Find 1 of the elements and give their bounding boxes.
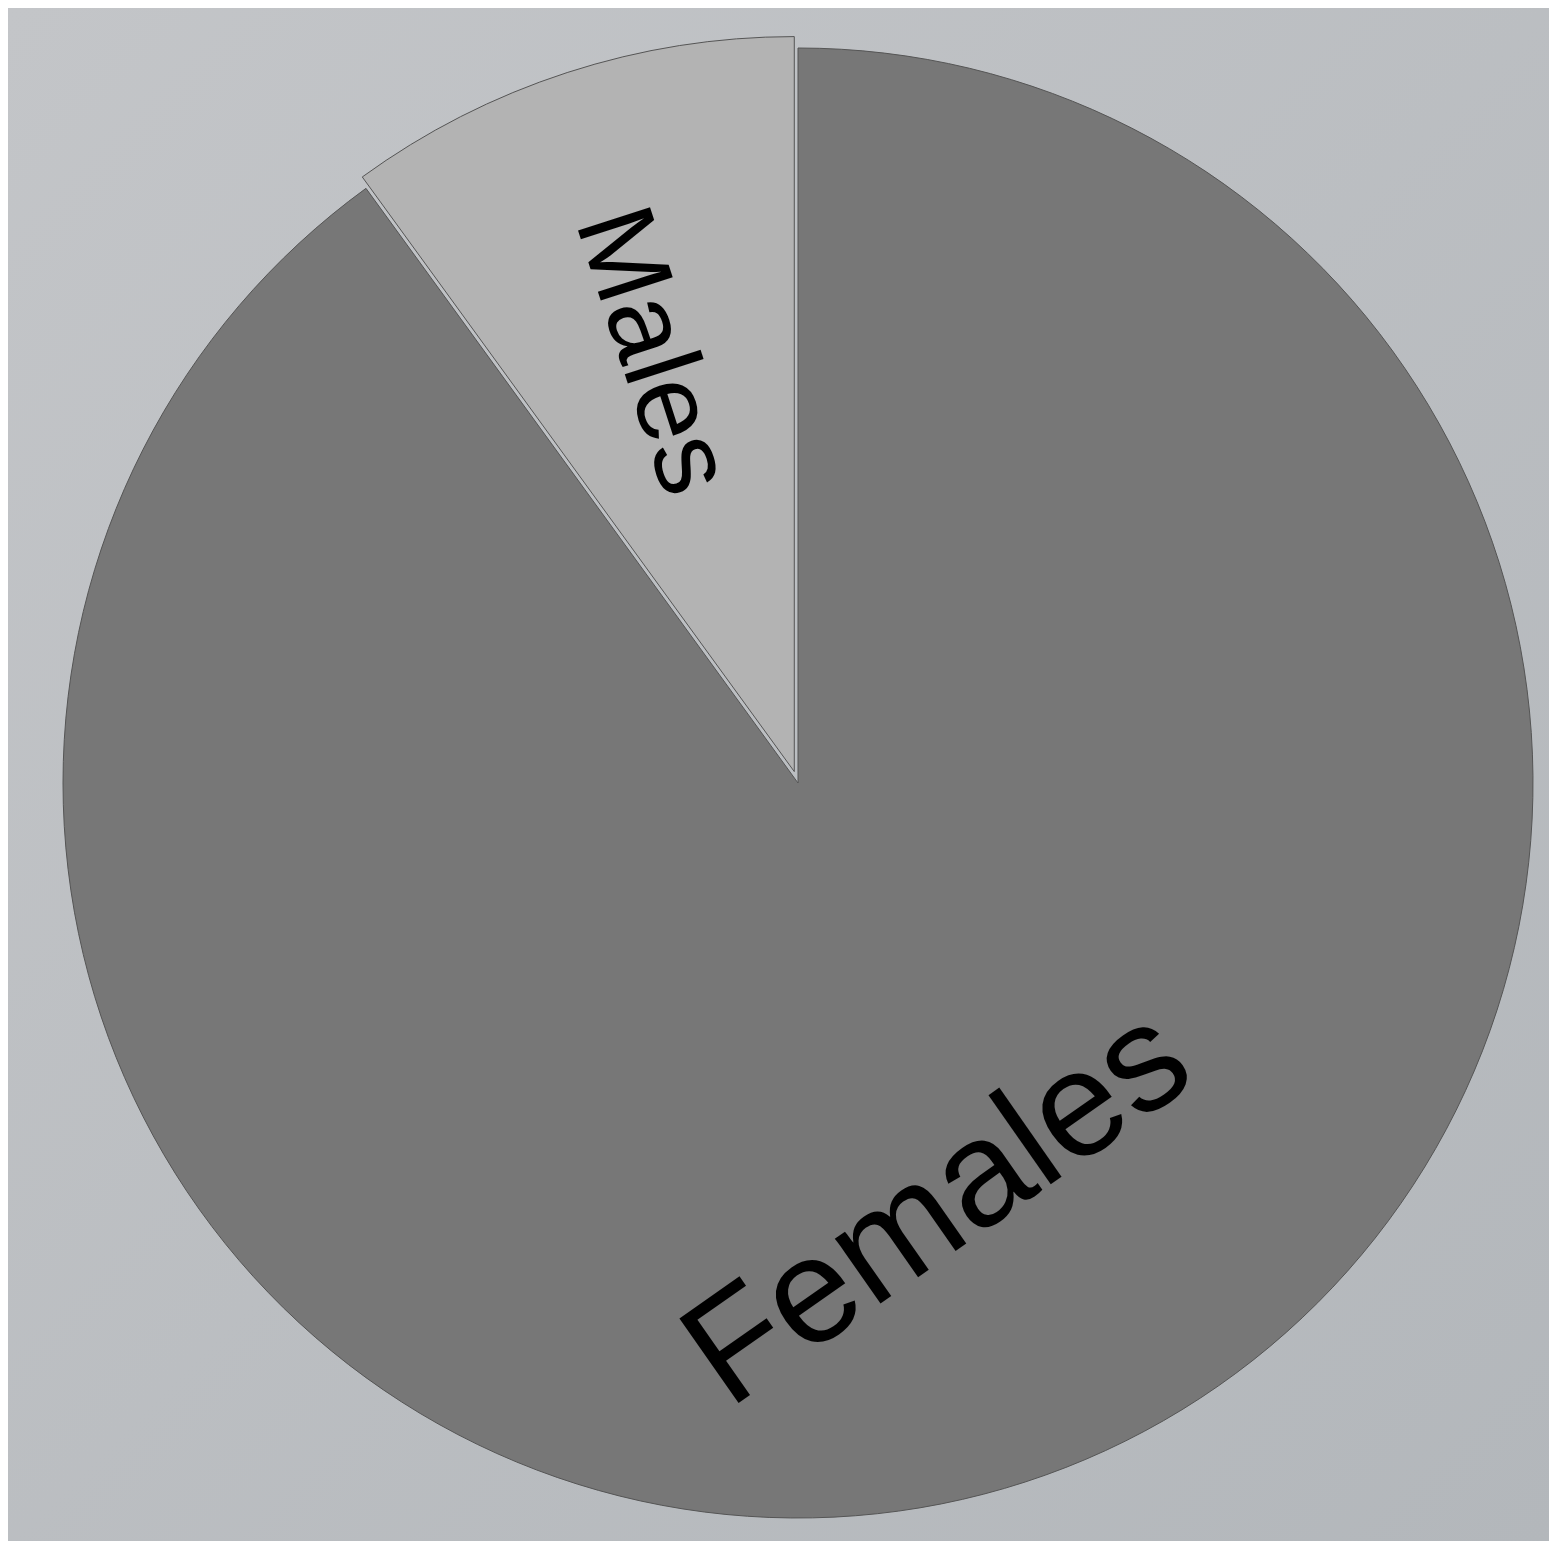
slice-label: Males [553,191,762,509]
